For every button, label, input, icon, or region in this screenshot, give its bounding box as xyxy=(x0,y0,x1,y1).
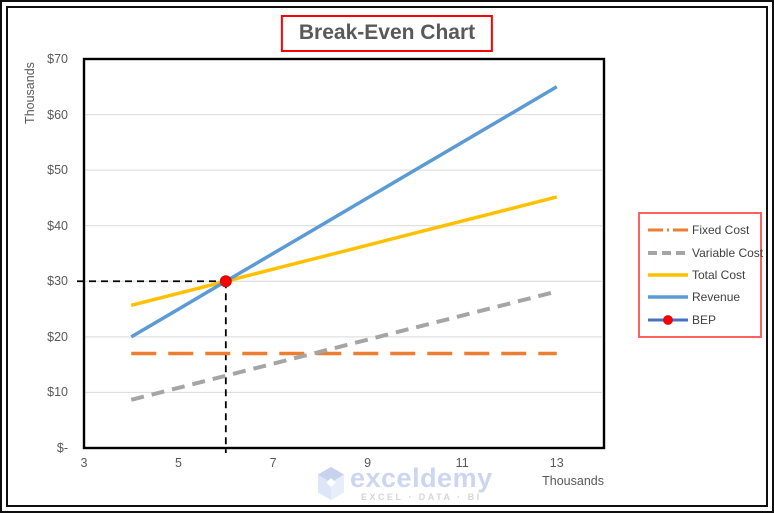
plot-border xyxy=(82,57,606,450)
x-axis-title: Thousands xyxy=(542,474,604,488)
legend-swatch-icon xyxy=(648,228,688,232)
y-tick-label: $60 xyxy=(47,107,68,122)
legend-label: BEP xyxy=(692,312,717,327)
y-tick-label: $- xyxy=(56,441,68,455)
x-tick-label: 9 xyxy=(364,456,372,470)
x-tick-label: 5 xyxy=(175,456,182,470)
legend-item-revenue: Revenue xyxy=(646,286,758,308)
legend-swatch-icon xyxy=(648,250,688,255)
watermark: exceldemy EXCEL · DATA · BI xyxy=(316,465,493,503)
watermark-tagline: EXCEL · DATA · BI xyxy=(360,492,482,502)
legend-swatch-icon xyxy=(648,295,688,300)
y-tick-label: $20 xyxy=(47,329,68,344)
legend-swatch-icon xyxy=(648,314,688,325)
legend-swatch-icon xyxy=(648,273,688,277)
x-tick-label: 11 xyxy=(455,456,469,470)
legend-item-variable-cost: Variable Cost xyxy=(646,242,763,264)
watermark-text: exceldemy EXCEL · DATA · BI xyxy=(350,463,493,503)
x-tick-label: 13 xyxy=(549,456,564,470)
x-tick-label: 3 xyxy=(80,456,88,470)
legend-label: Variable Cost xyxy=(692,245,764,260)
legend-item-total-cost: Total Cost xyxy=(646,264,758,286)
bep-marker xyxy=(219,275,232,288)
y-tick-label: $70 xyxy=(47,52,68,66)
y-tick-label: $10 xyxy=(47,385,68,400)
exceldemy-logo-icon xyxy=(318,467,344,500)
y-axis-title: Thousands xyxy=(23,62,37,124)
legend-label: Revenue xyxy=(692,290,741,305)
series-line-variable-cost xyxy=(130,289,558,402)
legend: Fixed Cost Variable Cost Total Cost Revenue… xyxy=(638,212,763,338)
chart-title: Break-Even Chart xyxy=(280,15,494,52)
series-line-revenue xyxy=(130,85,558,339)
legend-item-bep: BEP xyxy=(646,309,758,331)
y-tick-label: $50 xyxy=(47,163,68,178)
legend-label: Total Cost xyxy=(692,267,746,282)
y-tick-label: $40 xyxy=(47,218,68,233)
legend-label: Fixed Cost xyxy=(692,223,750,238)
series-line-total-cost xyxy=(130,195,558,308)
legend-item-fixed-cost: Fixed Cost xyxy=(646,219,758,241)
y-tick-label: $30 xyxy=(47,274,68,289)
watermark-brand: exceldemy xyxy=(350,463,493,493)
x-tick-label: 7 xyxy=(269,456,277,470)
